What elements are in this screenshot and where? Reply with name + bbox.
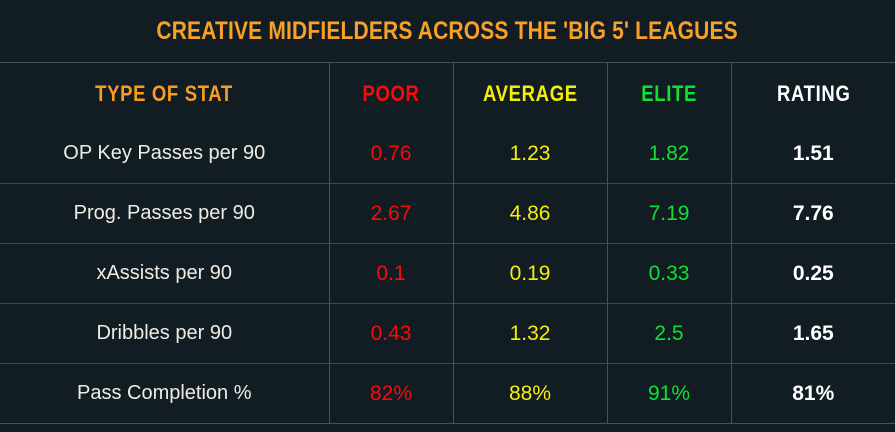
average-value-cell: 4.86 — [452, 183, 607, 244]
stat-name-cell: xAssists per 90 — [0, 243, 329, 304]
rating-value-cell: 1.65 — [730, 303, 895, 364]
elite-value-cell: 7.19 — [606, 183, 731, 244]
average-value-cell: 88% — [452, 363, 607, 424]
average-value-cell: 1.32 — [452, 303, 607, 364]
stat-name-cell: Dribbles per 90 — [0, 303, 329, 364]
stat-name-cell: Pass Completion % — [0, 363, 329, 424]
poor-value-cell: 0.1 — [328, 243, 453, 304]
stats-table: TYPE OF STAT POOR AVERAGE ELITE RATING O… — [0, 62, 895, 424]
rating-value-cell: 1.51 — [730, 124, 895, 184]
col-header-average: AVERAGE — [452, 62, 607, 124]
poor-value-cell: 82% — [328, 363, 453, 424]
average-value-cell: 0.19 — [452, 243, 607, 304]
stat-name-cell: Prog. Passes per 90 — [0, 183, 329, 244]
table-row: Dribbles per 90 0.43 1.32 2.5 1.65 — [0, 303, 895, 364]
elite-value-cell: 91% — [606, 363, 731, 424]
page-title: CREATIVE MIDFIELDERS ACROSS THE 'BIG 5' … — [156, 16, 739, 45]
rating-value-cell: 7.76 — [730, 183, 895, 244]
col-header-poor: POOR — [328, 62, 453, 124]
table-row: xAssists per 90 0.1 0.19 0.33 0.25 — [0, 243, 895, 304]
rating-value-cell: 0.25 — [730, 243, 895, 304]
elite-value-cell: 0.33 — [606, 243, 731, 304]
table-row: Prog. Passes per 90 2.67 4.86 7.19 7.76 — [0, 183, 895, 244]
table-row: OP Key Passes per 90 0.76 1.23 1.82 1.51 — [0, 124, 895, 184]
average-value-cell: 1.23 — [452, 124, 607, 184]
elite-value-cell: 2.5 — [606, 303, 731, 364]
title-bar: CREATIVE MIDFIELDERS ACROSS THE 'BIG 5' … — [0, 0, 895, 62]
col-header-elite: ELITE — [606, 62, 731, 124]
col-header-type-of-stat: TYPE OF STAT — [95, 80, 234, 106]
poor-value-cell: 0.76 — [328, 124, 453, 184]
header-row: TYPE OF STAT POOR AVERAGE ELITE RATING — [0, 62, 895, 124]
col-header-rating: RATING — [730, 62, 895, 124]
elite-value-cell: 1.82 — [606, 124, 731, 184]
poor-value-cell: 2.67 — [328, 183, 453, 244]
table-row: Pass Completion % 82% 88% 91% 81% — [0, 363, 895, 424]
rating-value-cell: 81% — [730, 363, 895, 424]
poor-value-cell: 0.43 — [328, 303, 453, 364]
stat-name-cell: OP Key Passes per 90 — [63, 142, 266, 164]
